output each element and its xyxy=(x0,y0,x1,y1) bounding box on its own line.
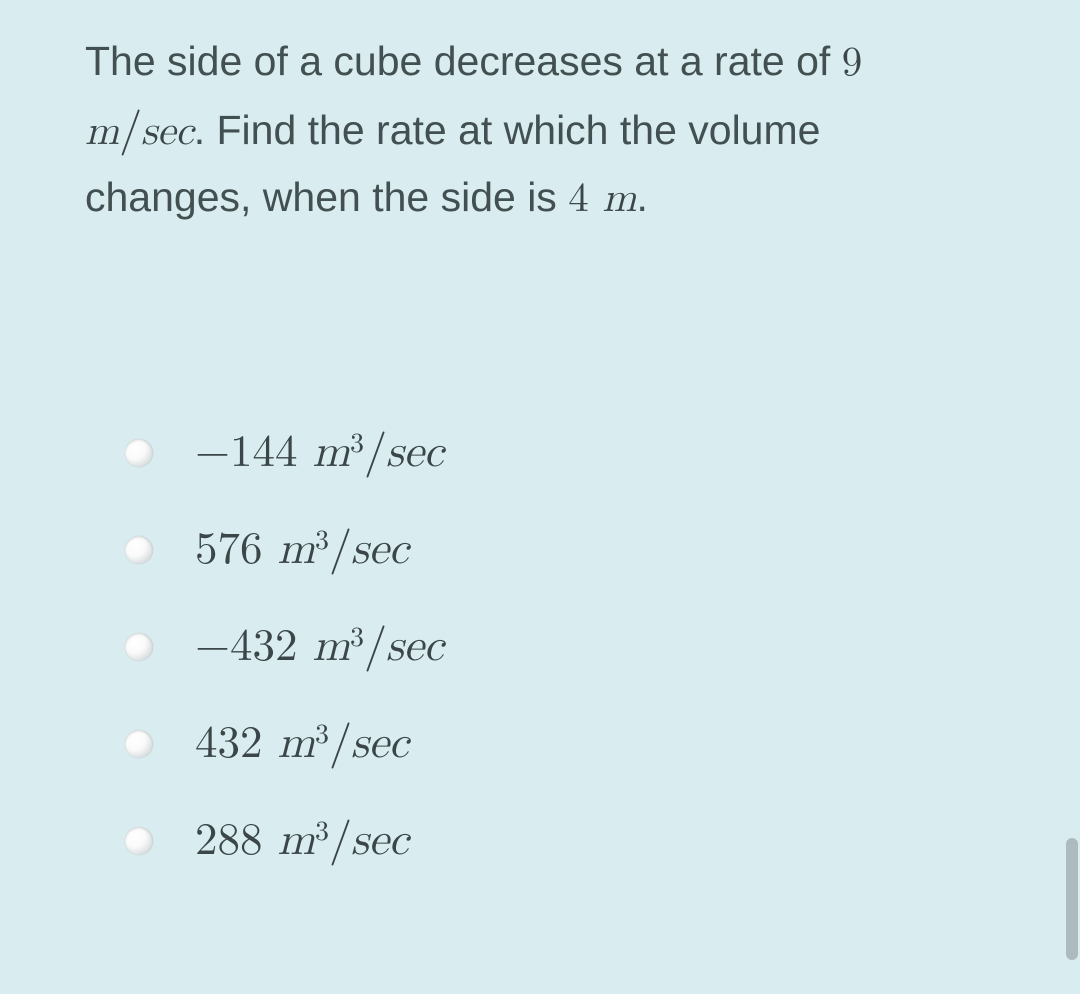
opt-exp: 3 xyxy=(315,721,329,749)
opt-exp: 3 xyxy=(315,818,329,846)
option-row[interactable]: 576 m3/sec xyxy=(125,522,1030,577)
q-rate-unit-m: m xyxy=(85,111,119,152)
radio-icon[interactable] xyxy=(125,536,153,564)
opt-value: 144 xyxy=(230,430,298,475)
opt-m: m xyxy=(277,527,315,572)
option-label: −432 m3/sec xyxy=(195,619,444,674)
option-label: 432 m3/sec xyxy=(195,716,409,771)
opt-m: m xyxy=(277,721,315,766)
radio-icon[interactable] xyxy=(125,633,153,661)
opt-sec: sec xyxy=(386,624,444,669)
q-side-value: 4 xyxy=(568,178,589,219)
opt-sec: sec xyxy=(351,818,409,863)
opt-slash: / xyxy=(329,526,351,572)
radio-icon[interactable] xyxy=(125,730,153,758)
opt-value: 432 xyxy=(230,624,298,669)
q-line1-pre: The side of a cube decreases at a rate o… xyxy=(85,38,842,84)
opt-slash: / xyxy=(364,623,386,669)
scrollbar-thumb[interactable] xyxy=(1066,838,1078,960)
opt-slash: / xyxy=(329,817,351,863)
question-text: The side of a cube decreases at a rate o… xyxy=(85,30,1030,230)
q-period: . xyxy=(636,174,647,220)
option-label: 576 m3/sec xyxy=(195,522,409,577)
option-row[interactable]: 432 m3/sec xyxy=(125,716,1030,771)
opt-sign: − xyxy=(195,624,230,669)
opt-m: m xyxy=(312,624,350,669)
options-list: −144 m3/sec 576 m3/sec −432 m3/sec 432 m… xyxy=(85,425,1030,868)
option-label: 288 m3/sec xyxy=(195,813,409,868)
opt-m: m xyxy=(312,430,350,475)
opt-exp: 3 xyxy=(350,430,364,458)
radio-icon[interactable] xyxy=(125,439,153,467)
q-line3-pre: changes, when the side is xyxy=(85,174,568,220)
q-rate-value: 9 xyxy=(842,42,863,83)
opt-sec: sec xyxy=(351,527,409,572)
opt-m: m xyxy=(277,818,315,863)
q-rate-unit-sec: sec xyxy=(141,111,194,152)
radio-icon[interactable] xyxy=(125,827,153,855)
q-rate-slash: / xyxy=(119,107,141,153)
opt-slash: / xyxy=(364,429,386,475)
quiz-card: The side of a cube decreases at a rate o… xyxy=(0,0,1080,950)
opt-value: 288 xyxy=(195,818,263,863)
opt-sign: − xyxy=(195,430,230,475)
q-line2-mid: . Find the rate at which the volume xyxy=(194,107,821,153)
option-row[interactable]: −432 m3/sec xyxy=(125,619,1030,674)
opt-sec: sec xyxy=(386,430,444,475)
option-row[interactable]: 288 m3/sec xyxy=(125,813,1030,868)
option-label: −144 m3/sec xyxy=(195,425,444,480)
option-row[interactable]: −144 m3/sec xyxy=(125,425,1030,480)
opt-exp: 3 xyxy=(315,527,329,555)
opt-slash: / xyxy=(329,720,351,766)
q-side-unit: m xyxy=(589,178,637,219)
opt-value: 432 xyxy=(195,721,263,766)
opt-value: 576 xyxy=(195,527,263,572)
opt-sec: sec xyxy=(351,721,409,766)
opt-exp: 3 xyxy=(350,624,364,652)
